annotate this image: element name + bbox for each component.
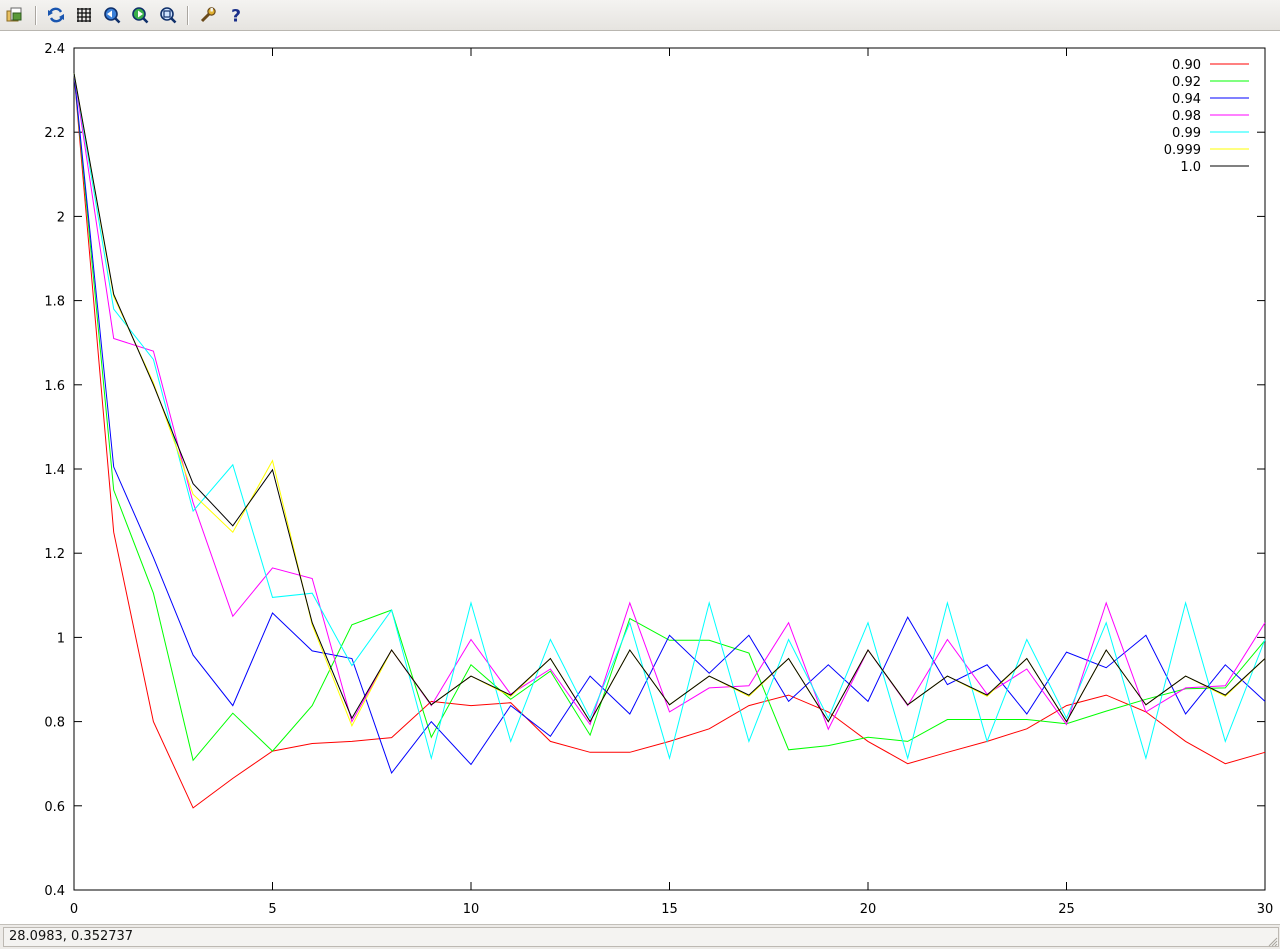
x-tick-label: 25: [1058, 902, 1075, 917]
y-tick-label: 1: [57, 631, 65, 646]
zoom-next-icon: [132, 7, 149, 24]
replot-icon: [48, 7, 64, 23]
status-bar: 28.0983, 0.352737: [0, 924, 1280, 949]
toolbar: ?: [0, 0, 1280, 31]
series-line-0.99: [73, 73, 1266, 761]
series-line-0.94: [73, 73, 1266, 775]
help-button[interactable]: ?: [225, 4, 247, 26]
legend-label: 0.999: [1164, 143, 1201, 158]
legend-label: 0.99: [1172, 126, 1201, 141]
legend-label: 1.0: [1180, 160, 1201, 175]
preferences-icon: [200, 7, 216, 23]
series-line-1.0: [73, 73, 1266, 723]
axes: 0 5 10 15 20 25 30 0.4 0.6 0.8 1 1.2 1.4 1.6 1.8 2 2.2 2.…: [44, 42, 1273, 917]
y-tick-label: 2: [57, 210, 65, 225]
x-tick-label: 10: [463, 902, 480, 917]
x-tick-label: 20: [860, 902, 877, 917]
help-icon: ?: [231, 7, 241, 25]
series-line-0.90: [73, 73, 1266, 809]
legend-label: 0.90: [1172, 58, 1201, 73]
y-tick-label: 1.2: [44, 547, 65, 562]
legend: 0.90 0.92 0.94 0.98 0.99 0.999 1.0: [1164, 58, 1249, 175]
autoscale-icon: [160, 7, 177, 24]
y-tick-label: 1.6: [44, 379, 65, 394]
series-line-0.98: [73, 73, 1266, 731]
x-tick-label: 5: [268, 902, 276, 917]
export-icon: [6, 7, 22, 22]
line-chart: 0 5 10 15 20 25 30 0.4 0.6 0.8 1 1.2 1.4 1.6 1.8 2 2.2 2.…: [44, 42, 1273, 917]
y-tick-label: 0.8: [44, 716, 65, 731]
legend-label: 0.94: [1172, 92, 1201, 107]
plot-area[interactable]: 0 5 10 15 20 25 30 0.4 0.6 0.8 1 1.2 1.4 1.6 1.8 2 2.2 2.…: [0, 31, 1280, 924]
preferences-button[interactable]: [197, 4, 219, 26]
zoom-next-button[interactable]: [129, 4, 151, 26]
y-tick-label: 0.6: [44, 800, 65, 815]
svg-text:?: ?: [231, 7, 241, 25]
series-line-0.92: [73, 73, 1266, 762]
legend-label: 0.92: [1172, 75, 1201, 90]
legend-label: 0.98: [1172, 109, 1201, 124]
y-tick-label: 1.8: [44, 295, 65, 310]
x-tick-label: 30: [1257, 902, 1274, 917]
series-line-0.999: [73, 73, 1266, 728]
grid-button[interactable]: [73, 4, 95, 26]
export-button[interactable]: [4, 4, 26, 26]
autoscale-button[interactable]: [157, 4, 179, 26]
replot-button[interactable]: [45, 4, 67, 26]
toolbar-separator: [187, 6, 189, 25]
y-tick-label: 1.4: [44, 463, 65, 478]
x-tick-label: 0: [70, 902, 78, 917]
cursor-coordinates: 28.0983, 0.352737: [3, 927, 1279, 947]
zoom-previous-button[interactable]: [101, 4, 123, 26]
zoom-previous-icon: [104, 7, 121, 24]
x-tick-label: 15: [661, 902, 678, 917]
resize-grip-icon[interactable]: [1266, 935, 1278, 947]
plot-border: [73, 47, 1266, 891]
toolbar-separator: [35, 6, 37, 25]
y-tick-label: 2.2: [44, 126, 65, 141]
y-tick-label: 2.4: [44, 42, 65, 57]
y-tick-label: 0.4: [44, 884, 65, 899]
grid-icon: [77, 8, 91, 22]
series-lines: [73, 73, 1266, 809]
